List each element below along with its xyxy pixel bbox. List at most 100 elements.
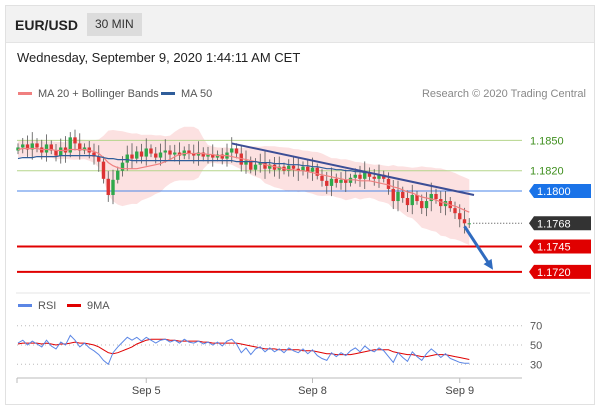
candle-body	[49, 144, 53, 151]
timeframe-button[interactable]: 30 MIN	[87, 13, 142, 36]
candle-body	[329, 178, 334, 186]
price-level-label: 1.1820	[530, 166, 564, 178]
candle-body	[315, 167, 319, 176]
candle-body	[211, 154, 215, 158]
x-axis-label: Sep 5	[132, 385, 161, 397]
candle-body	[106, 178, 110, 195]
candle-body	[268, 164, 272, 169]
symbol-label: EUR/USD	[15, 17, 79, 33]
candle-body	[44, 144, 49, 153]
price-level-label: 1.1720	[537, 267, 571, 279]
candle-body	[462, 219, 467, 224]
candle-body	[78, 143, 82, 151]
ma9-legend-label: 9MA	[87, 300, 110, 312]
candle-body	[263, 162, 267, 169]
candle-body	[154, 153, 158, 158]
candle-body	[458, 213, 462, 220]
candle-body	[415, 194, 419, 202]
ma50-legend-swatch	[161, 92, 175, 95]
projection-arrow-shaft	[463, 225, 490, 264]
candle-body	[334, 178, 338, 183]
candle-body	[25, 144, 30, 150]
candle-body	[130, 154, 134, 159]
candle-body	[434, 193, 438, 200]
candle-body	[358, 174, 362, 179]
rsi-line	[17, 334, 470, 366]
bollinger-band	[18, 126, 470, 245]
candle-body	[429, 193, 433, 202]
candle-body	[206, 154, 210, 157]
rsi-level-label: 70	[530, 321, 542, 333]
candle-body	[120, 162, 125, 171]
price-level-label: 1.1745	[537, 242, 571, 254]
candle-body	[187, 150, 191, 154]
price-level-label: 1.1850	[530, 135, 564, 147]
x-axis-label: Sep 9	[445, 385, 474, 397]
candle-body	[306, 166, 310, 172]
candle-body	[339, 179, 343, 183]
candle-body	[135, 151, 139, 159]
candle-body	[35, 143, 39, 148]
candle-body	[410, 194, 414, 206]
projection-arrow-head	[483, 258, 493, 270]
x-axis-label: Sep 8	[298, 385, 327, 397]
candle-body	[59, 147, 63, 156]
price-level-tag	[529, 264, 591, 279]
candle-body	[116, 170, 120, 180]
candle-body	[68, 137, 72, 153]
candle-body	[367, 172, 372, 177]
candle-body	[125, 154, 129, 163]
candle-body	[396, 191, 400, 202]
candle-body	[173, 152, 177, 155]
candle-body	[353, 174, 357, 178]
candle-body	[344, 179, 348, 183]
price-level-label: 1.1800	[537, 186, 571, 198]
candle-body	[101, 161, 106, 179]
candle-body	[467, 223, 471, 225]
candle-body	[453, 208, 457, 214]
candle-body	[21, 144, 25, 148]
ma20-line	[17, 147, 470, 213]
candle-body	[92, 152, 96, 157]
candle-body	[249, 160, 253, 170]
candle-body	[158, 152, 163, 158]
price-level-tag	[529, 216, 591, 231]
candle-body	[291, 165, 296, 169]
candle-body	[301, 166, 305, 171]
candle-body	[325, 180, 329, 186]
candle-body	[163, 150, 167, 153]
candle-body	[401, 191, 405, 199]
candle-body	[244, 160, 248, 165]
candle-body	[258, 162, 262, 165]
candle-body	[372, 176, 376, 179]
ma9-legend-swatch	[67, 304, 81, 307]
candle-body	[30, 143, 34, 150]
rsi-ma-line	[17, 338, 470, 360]
candle-body	[386, 178, 391, 189]
candle-body	[234, 148, 239, 154]
candle-body	[111, 179, 115, 195]
candle-body	[377, 174, 381, 179]
candle-body	[320, 175, 324, 181]
candle-body	[139, 151, 144, 157]
price-level-tag	[529, 183, 591, 198]
chart-widget: EUR/USD 30 MIN Wednesday, September 9, 2…	[5, 5, 595, 405]
candle-body	[424, 201, 429, 209]
copyright-text: Research © 2020 Trading Central	[422, 88, 586, 100]
ma50-legend-label: MA 50	[181, 88, 212, 100]
candle-body	[149, 148, 153, 154]
candle-body	[363, 172, 367, 179]
ma20-legend-swatch	[18, 92, 32, 95]
price-level-label: 1.1768	[537, 218, 571, 230]
chart-datetime: Wednesday, September 9, 2020 1:44:11 AM …	[17, 50, 301, 65]
candle-body	[73, 137, 77, 144]
candle-body	[54, 150, 58, 156]
rsi-level-label: 50	[530, 340, 542, 352]
candle-body	[420, 201, 424, 209]
ma20-legend-label: MA 20 + Bollinger Bands	[38, 88, 159, 100]
candle-body	[144, 148, 148, 157]
candle-body	[220, 154, 224, 159]
candle-body	[310, 167, 315, 172]
candle-body	[287, 165, 291, 171]
candle-body	[192, 153, 196, 156]
